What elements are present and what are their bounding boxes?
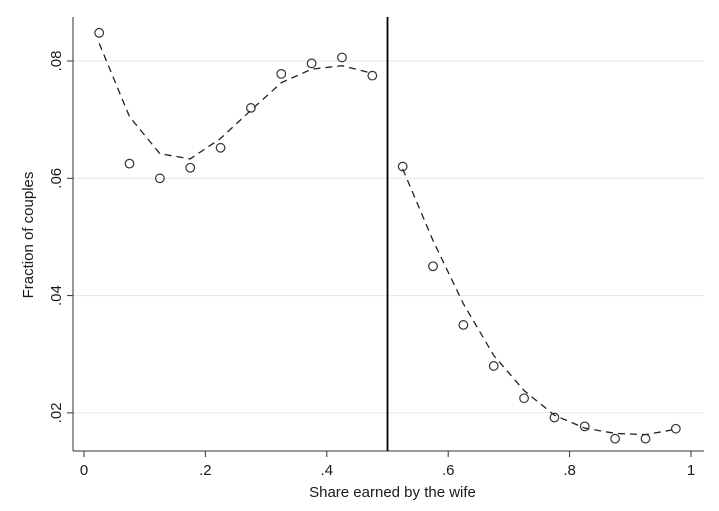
x-tick-label-0: 0	[80, 462, 88, 479]
data-point-14	[519, 393, 529, 404]
data-point-16	[579, 421, 590, 432]
data-point-13	[488, 361, 499, 371]
data-point-10	[397, 161, 408, 172]
x-tick-label-1: .2	[199, 462, 212, 479]
data-points	[94, 27, 681, 444]
ticks: .02 .04 .06 .08 0 .2 .4 .6 .8 1	[48, 51, 695, 479]
data-point-0	[94, 27, 105, 38]
data-point-2	[154, 173, 165, 184]
y-tick-label-0: .02	[48, 402, 65, 423]
data-point-4	[215, 142, 226, 153]
data-point-12	[458, 320, 469, 330]
fit-curve-right	[402, 168, 676, 436]
data-point-18	[640, 433, 651, 444]
y-tick-label-1: .04	[48, 285, 65, 306]
data-point-7	[306, 58, 317, 69]
axes	[72, 17, 704, 452]
y-tick-label-2: .06	[48, 168, 65, 189]
data-point-11	[428, 261, 438, 272]
data-point-9	[367, 70, 378, 81]
y-axis-label: Fraction of couples	[20, 172, 37, 299]
data-point-15	[549, 412, 560, 423]
data-point-17	[610, 433, 621, 444]
data-point-3	[185, 162, 196, 173]
x-tick-label-5: 1	[687, 462, 695, 479]
data-point-19	[670, 423, 681, 434]
x-tick-label-4: .8	[563, 462, 576, 479]
data-point-5	[246, 103, 256, 113]
gridlines	[73, 60, 704, 414]
fitted-curves	[98, 43, 676, 436]
x-axis-label: Share earned by the wife	[309, 484, 476, 501]
x-tick-label-2: .4	[321, 462, 334, 479]
y-tick-label-3: .08	[48, 51, 65, 72]
data-point-1	[124, 158, 135, 169]
fit-curve-left	[98, 43, 373, 160]
x-tick-label-3: .6	[442, 462, 455, 479]
data-point-6	[276, 68, 287, 79]
data-point-8	[337, 52, 347, 63]
